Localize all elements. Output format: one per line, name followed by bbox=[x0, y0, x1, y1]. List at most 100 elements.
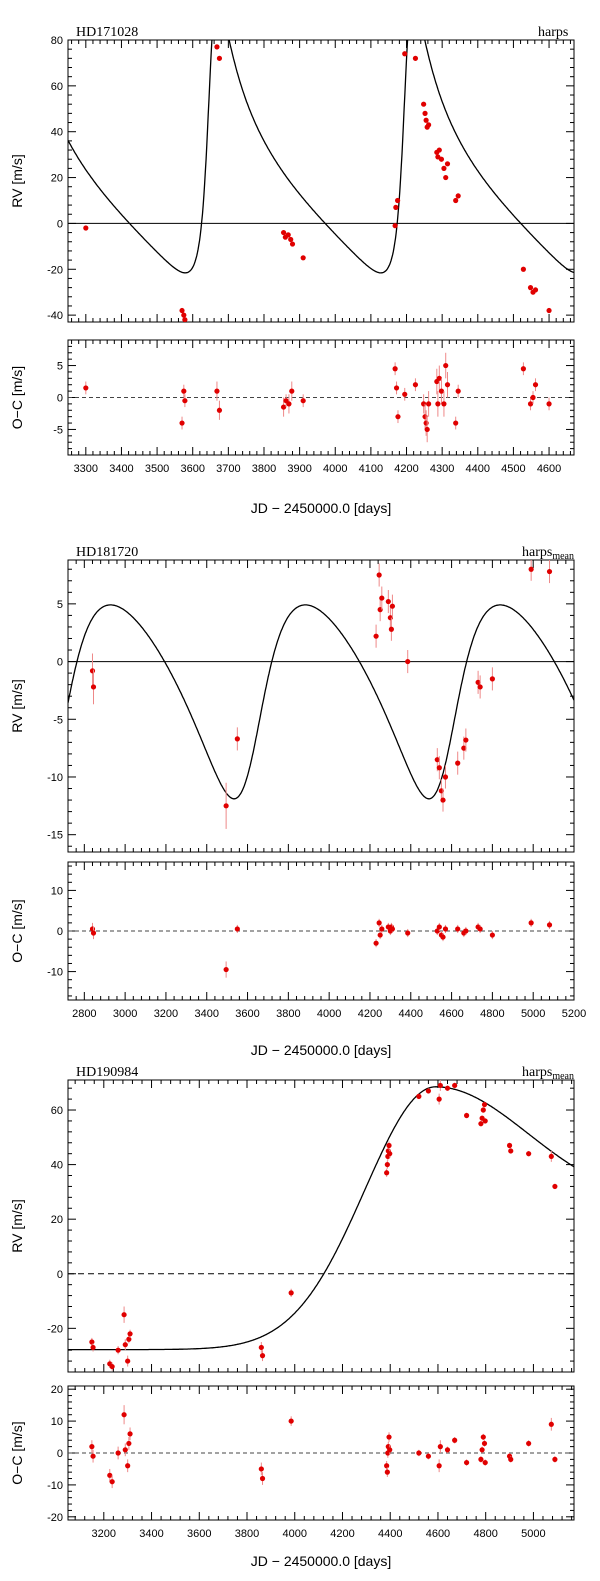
oc-point bbox=[392, 366, 398, 372]
oc-axis-label: O−C [m/s] bbox=[9, 366, 25, 429]
oc-axis-label: O−C [m/s] bbox=[9, 899, 25, 962]
rv-point bbox=[182, 317, 188, 322]
oc-point bbox=[527, 401, 534, 407]
rv-point bbox=[546, 568, 553, 575]
oc-panel-xtick-label: 3200 bbox=[92, 1528, 116, 1540]
oc-point bbox=[481, 1440, 488, 1447]
oc-point bbox=[393, 385, 400, 391]
oc-panel-xtick-label: 4400 bbox=[466, 463, 490, 475]
oc-panel-xtick-label: 3800 bbox=[252, 463, 276, 475]
star-name-label: HD181720 bbox=[76, 545, 138, 560]
rv-point bbox=[480, 1107, 486, 1113]
oc-panel-xtick-label: 5200 bbox=[562, 1008, 586, 1020]
oc-point bbox=[181, 388, 187, 394]
rv-point bbox=[552, 1183, 558, 1190]
rv-point bbox=[223, 803, 229, 809]
rv-panel-ytick-label: 0 bbox=[57, 218, 63, 230]
oc-point bbox=[479, 1447, 485, 1453]
oc-point bbox=[444, 1447, 451, 1453]
rv-point bbox=[259, 1353, 266, 1359]
rv-point bbox=[546, 307, 552, 314]
oc-point bbox=[442, 926, 449, 932]
oc-point bbox=[90, 1453, 96, 1459]
oc-panel-ytick-label: 5 bbox=[57, 361, 63, 373]
oc-panel-xtick-label: 3200 bbox=[154, 1008, 178, 1020]
chart-hd171028: -40 -20 0 20 40 60 80 3300 3400 3500 3600 3700 3800 3… bbox=[9, 25, 575, 516]
oc-panel-xtick-label: 4100 bbox=[359, 463, 383, 475]
oc-point bbox=[83, 385, 89, 391]
rv-plot-area bbox=[68, 40, 574, 322]
rv-point bbox=[393, 204, 399, 210]
oc-panel-ytick-label: 0 bbox=[57, 1448, 63, 1460]
oc-point bbox=[548, 1421, 554, 1427]
rv-point bbox=[437, 1082, 443, 1089]
oc-panel-ytick-label: 20 bbox=[51, 1384, 63, 1396]
oc-point bbox=[126, 1440, 132, 1447]
oc-point bbox=[376, 920, 382, 926]
instrument-label: harpsmean bbox=[522, 1065, 574, 1082]
oc-point bbox=[115, 1450, 121, 1456]
oc-point bbox=[90, 930, 97, 936]
oc-point bbox=[546, 401, 552, 407]
oc-panel-xtick-label: 3800 bbox=[235, 1528, 259, 1540]
rv-point bbox=[528, 566, 534, 572]
oc-point bbox=[405, 930, 411, 936]
oc-point bbox=[379, 926, 385, 932]
rv-point bbox=[376, 572, 382, 578]
rv-panel-ytick-label: -20 bbox=[47, 264, 63, 276]
rv-point bbox=[425, 1088, 432, 1094]
rv-panel-ytick-label: 0 bbox=[57, 1269, 63, 1281]
rv-point bbox=[121, 1312, 127, 1318]
rv-plot-area bbox=[68, 560, 574, 829]
oc-point bbox=[426, 401, 432, 407]
rv-point bbox=[438, 156, 445, 162]
rv-point bbox=[423, 117, 429, 123]
oc-point bbox=[386, 1434, 392, 1440]
oc-axis-label: O−C [m/s] bbox=[9, 1421, 25, 1484]
rv-point bbox=[90, 1344, 96, 1351]
star-name-label: HD171028 bbox=[76, 25, 138, 40]
rv-point bbox=[452, 1082, 458, 1089]
oc-panel-xtick-label: 4200 bbox=[330, 1528, 354, 1540]
rv-point bbox=[89, 1339, 95, 1345]
oc-panel-xtick-label: 2800 bbox=[72, 1008, 96, 1020]
oc-panel-xtick-label: 4000 bbox=[283, 1528, 307, 1540]
oc-panel-xtick-label: 5000 bbox=[521, 1008, 545, 1020]
oc-point bbox=[482, 1459, 488, 1466]
oc-point bbox=[455, 926, 461, 932]
oc-point bbox=[234, 926, 240, 932]
instrument-label: harpsmean bbox=[522, 545, 574, 562]
oc-point bbox=[435, 401, 441, 407]
rv-point bbox=[109, 1363, 115, 1370]
rv-point bbox=[527, 285, 534, 291]
rv-point bbox=[477, 684, 483, 690]
rv-point bbox=[548, 1153, 554, 1160]
rv-point bbox=[526, 1151, 532, 1157]
rv-point bbox=[461, 745, 467, 751]
oc-point bbox=[477, 926, 483, 932]
rv-point bbox=[288, 236, 294, 243]
rv-panel-ytick-label: 40 bbox=[51, 127, 63, 139]
oc-panel-ytick-label: -5 bbox=[53, 424, 63, 436]
rv-point bbox=[421, 101, 427, 107]
oc-point bbox=[520, 366, 527, 372]
oc-point bbox=[528, 920, 534, 926]
rv-panel-frame bbox=[67, 39, 575, 323]
oc-panel-xtick-label: 4200 bbox=[358, 1008, 382, 1020]
oc-panel-ytick-label: -10 bbox=[47, 1480, 63, 1492]
oc-panel-ytick-label: 10 bbox=[51, 885, 63, 897]
oc-panel-xtick-label: 3600 bbox=[187, 1528, 211, 1540]
oc-point bbox=[438, 388, 445, 394]
rv-point bbox=[489, 676, 495, 682]
rv-point bbox=[441, 165, 447, 171]
oc-point bbox=[444, 382, 451, 388]
rv-point bbox=[482, 1118, 488, 1124]
rv-panel-ytick-label: -10 bbox=[47, 772, 63, 784]
oc-plot-area bbox=[68, 918, 574, 978]
oc-point bbox=[440, 934, 446, 940]
x-axis-label: JD − 2450000.0 [days] bbox=[251, 1042, 392, 1058]
oc-panel-xtick-label: 4400 bbox=[399, 1008, 423, 1020]
oc-point bbox=[437, 1444, 443, 1450]
oc-point bbox=[300, 398, 306, 404]
oc-point bbox=[387, 1447, 393, 1453]
